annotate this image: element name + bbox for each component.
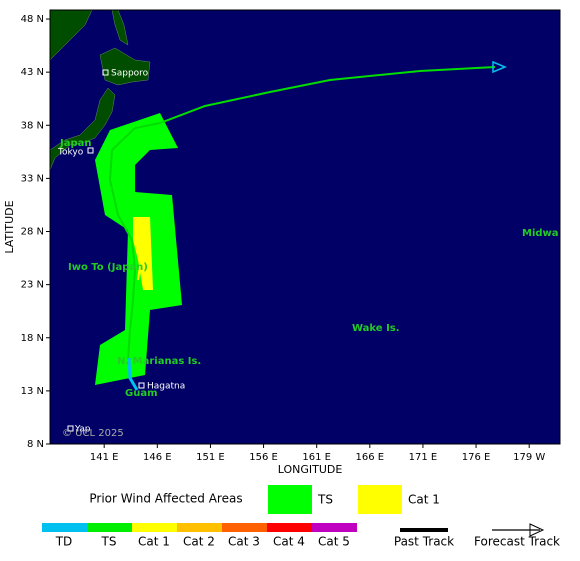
legend-label: Forecast Track <box>474 535 560 549</box>
legend-swatch <box>268 485 312 514</box>
y-tick-label: 23 N <box>21 280 44 291</box>
legend-title: Prior Wind Affected Areas <box>89 492 242 506</box>
y-axis-title: LATITUDE <box>3 200 16 253</box>
scale-label: TD <box>55 535 73 549</box>
x-tick-label: 179 W <box>513 452 545 463</box>
y-tick-label: 28 N <box>21 227 44 238</box>
y-tick-label: 33 N <box>21 173 44 184</box>
legend-label: Cat 1 <box>408 493 440 507</box>
place-label: Wake Is. <box>352 323 400 334</box>
x-tick-label: 156 E <box>249 452 278 463</box>
place-label: N. Marianas Is. <box>117 356 201 367</box>
forecast-arrow <box>529 523 545 537</box>
y-tick-label: 13 N <box>21 386 44 397</box>
forecast-track <box>108 66 496 361</box>
y-tick-label: 48 N <box>21 14 44 25</box>
place-label: Japan <box>59 138 92 149</box>
past-track <box>127 357 139 391</box>
y-tick-label: 43 N <box>21 67 44 78</box>
place-label: Yap <box>74 425 91 435</box>
legend-label: TS <box>317 493 333 507</box>
scale-swatch <box>177 523 222 532</box>
x-tick-label: 166 E <box>356 452 385 463</box>
scale-label: Cat 5 <box>318 535 350 549</box>
cat1-track <box>137 227 144 281</box>
place-markers <box>67 69 145 432</box>
scale-label: Cat 4 <box>273 535 305 549</box>
place-label: Hagatna <box>147 382 185 392</box>
legend-swatch <box>358 485 402 514</box>
place-label: Guam <box>125 388 158 399</box>
y-tick-label: 8 N <box>27 439 44 450</box>
x-tick-label: 176 E <box>462 452 491 463</box>
scale-swatch <box>132 523 177 532</box>
x-tick-label: 161 E <box>302 452 331 463</box>
track-arrow <box>492 60 507 74</box>
scale-swatch <box>87 523 132 532</box>
scale-swatch <box>222 523 267 532</box>
scale-swatch <box>267 523 312 532</box>
x-tick-label: 141 E <box>90 452 119 463</box>
scale-label: Cat 1 <box>138 535 170 549</box>
legend-label: Past Track <box>394 535 454 549</box>
y-tick-label: 18 N <box>21 333 44 344</box>
scale-label: TS <box>101 535 117 549</box>
place-label: Tokyo <box>57 148 84 158</box>
x-tick-label: 171 E <box>409 452 438 463</box>
map-frame <box>49 9 561 445</box>
scale-swatch <box>42 523 87 532</box>
credit: © UCL 2025 <box>62 428 124 439</box>
x-axis-title: LONGITUDE <box>278 463 343 476</box>
scale-label: Cat 2 <box>183 535 215 549</box>
scale-swatch <box>312 523 357 532</box>
place-label: Midwa <box>522 228 559 239</box>
scale-label: Cat 3 <box>228 535 260 549</box>
x-tick-label: 146 E <box>143 452 172 463</box>
place-label: Sapporo <box>111 69 149 79</box>
x-tick-label: 151 E <box>196 452 225 463</box>
place-label: Iwo To (Japan) <box>68 262 148 273</box>
y-tick-label: 38 N <box>21 120 44 131</box>
cat1-wind-area <box>133 217 153 290</box>
